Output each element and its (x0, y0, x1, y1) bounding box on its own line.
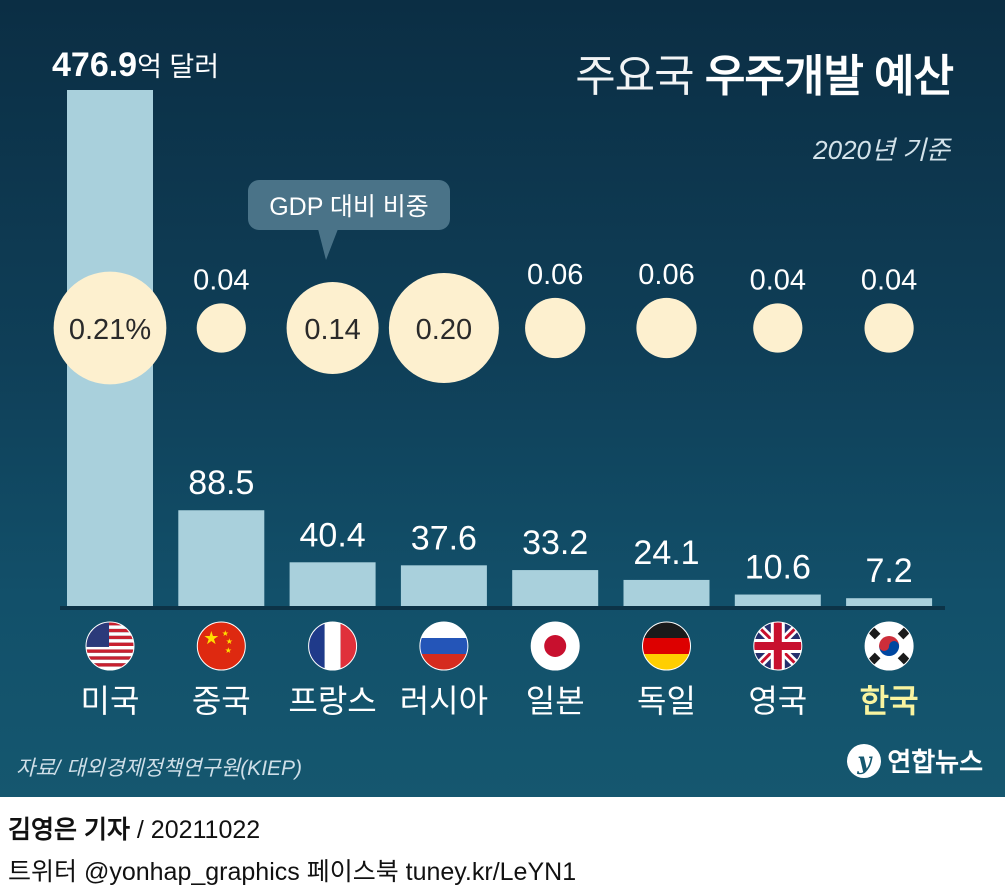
gdp-bubble (53, 271, 167, 385)
value-label: 10.6 (745, 549, 811, 587)
title-prefix: 주요국 (575, 52, 694, 101)
gdp-bubble (864, 303, 914, 353)
gdp-bubble (525, 297, 586, 359)
flag-usa-icon (85, 621, 135, 671)
gdp-bubble (636, 297, 697, 359)
infographic-panel: 0.21% 미국 88.5 0.04 ★ ★ ★ ★ 중국 40.4 0.14 프랑스 37.6 0.20… (0, 0, 1005, 797)
baseline (60, 606, 945, 610)
category-label: 일본 (526, 683, 585, 719)
chart-title: 주요국 우주개발 예산 (575, 40, 954, 104)
bar-china (178, 510, 265, 606)
credit-line: 김영은 기자 / 20211022 (8, 810, 260, 846)
bar-korea (846, 598, 933, 606)
yonhap-logo-icon: y (847, 743, 882, 778)
yonhap-logo: y 연합뉴스 (847, 742, 983, 779)
gdp-share-label: 0.04 (193, 264, 249, 296)
flag-russia-icon (419, 621, 469, 671)
svg-text:★: ★ (225, 646, 232, 655)
callout-text: GDP 대비 비중 (269, 193, 429, 221)
flag-korea-icon (864, 621, 914, 671)
title-bold: 우주개발 예산 (704, 52, 954, 101)
gdp-share-label: 0.06 (638, 259, 694, 291)
svg-text:★: ★ (203, 628, 219, 649)
value-label: 7.2 (865, 552, 912, 590)
bar-japan (512, 570, 599, 606)
gdp-callout: GDP 대비 비중 (248, 180, 450, 260)
reporter-name: 김영은 기자 (8, 816, 130, 844)
logo-text: 연합뉴스 (887, 747, 983, 777)
gdp-share-label: 0.20 (416, 314, 472, 346)
social-line: 트위터 @yonhap_graphics 페이스북 tuney.kr/LeYN1 (8, 858, 577, 886)
value-label: 40.4 (300, 516, 366, 554)
publish-date: / 20211022 (136, 816, 261, 844)
value-label: 88.5 (188, 464, 254, 502)
svg-text:★: ★ (222, 629, 229, 638)
us-value-label: 476.9억 달러 (52, 46, 219, 84)
flag-japan-icon (530, 621, 580, 671)
category-label: 중국 (192, 683, 251, 719)
gdp-bubble (388, 273, 499, 383)
flag-france-icon (308, 621, 358, 671)
value-label: 37.6 (411, 519, 477, 557)
gdp-share-label: 0.14 (304, 314, 360, 346)
svg-text:★: ★ (226, 637, 233, 646)
category-label: 독일 (637, 683, 696, 719)
category-label: 영국 (748, 683, 807, 719)
category-label: 프랑스 (288, 683, 376, 719)
bar-russia (400, 565, 487, 606)
gdp-bubble (286, 281, 379, 375)
bar-france (289, 562, 376, 606)
gdp-bubble (753, 303, 803, 353)
category-label: 한국 (860, 683, 919, 719)
bar-uk (734, 594, 821, 606)
value-label: 33.2 (522, 524, 588, 562)
flag-china-icon: ★ ★★★ (196, 621, 246, 671)
category-label: 러시아 (400, 683, 488, 719)
flag-uk-icon (753, 621, 803, 671)
gdp-share-label: 0.04 (861, 264, 917, 296)
gdp-share-label: 0.21% (69, 314, 151, 346)
basis-year: 2020년 기준 (813, 135, 950, 165)
gdp-share-label: 0.06 (527, 259, 583, 291)
category-label: 미국 (81, 683, 140, 719)
bar-germany (623, 579, 710, 606)
gdp-bubble (196, 303, 246, 353)
flag-germany-icon (642, 621, 691, 671)
value-label: 24.1 (633, 534, 699, 572)
gdp-share-label: 0.04 (750, 264, 806, 296)
source-note: 자료/ 대외경제정책연구원(KIEP) (16, 757, 303, 780)
